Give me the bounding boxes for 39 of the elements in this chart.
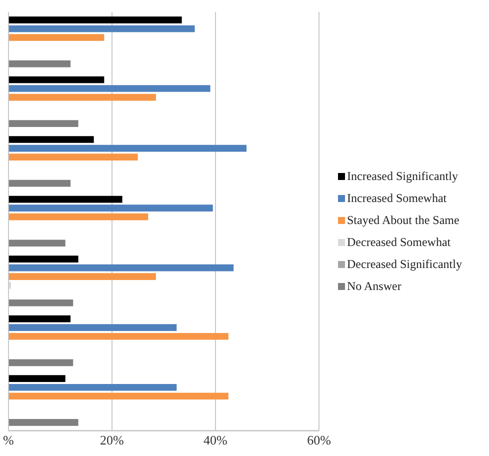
bar (8, 154, 138, 160)
bar (8, 213, 148, 220)
bar (8, 85, 210, 92)
bar (8, 375, 66, 382)
bar (8, 196, 122, 203)
bar (8, 240, 66, 247)
bar (8, 384, 177, 391)
bar (8, 120, 78, 127)
bar (8, 34, 104, 41)
bar (8, 392, 228, 400)
legend-label: Decreased Significantly (347, 256, 462, 272)
bar (8, 273, 156, 280)
legend-label: Increased Somewhat (347, 190, 447, 206)
bar (8, 60, 71, 68)
bar (8, 324, 177, 332)
bar (8, 332, 228, 340)
legend-label: Decreased Somewhat (347, 234, 451, 250)
bar (8, 256, 78, 262)
bar (8, 299, 74, 306)
bar (8, 180, 71, 187)
bar (8, 204, 213, 212)
bar (8, 94, 156, 101)
legend-label: Stayed About the Same (347, 212, 460, 228)
legend-label: Increased Significantly (347, 168, 458, 184)
bar (8, 315, 71, 322)
bar (8, 359, 74, 366)
bar (8, 76, 104, 84)
x-tick-label: 60% (307, 432, 332, 448)
bar (8, 144, 247, 152)
bar (8, 136, 94, 143)
bar (8, 419, 78, 426)
bar (8, 282, 12, 289)
bar (8, 16, 182, 24)
x-tick-label: 20% (100, 432, 124, 448)
bar (8, 264, 234, 272)
bar (8, 25, 195, 32)
x-tick-label: 40% (204, 432, 228, 448)
x-tick-label: % (2, 432, 14, 448)
legend-label: No Answer (347, 278, 402, 294)
